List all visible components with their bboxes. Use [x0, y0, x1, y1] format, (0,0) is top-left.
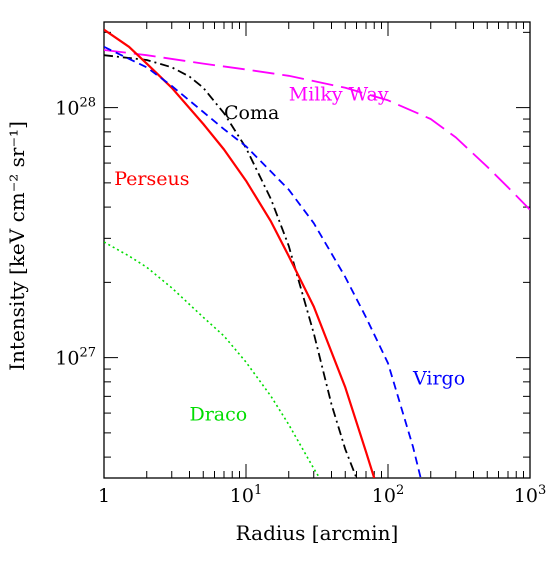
- y-tick-label: 1028: [55, 96, 96, 120]
- series-label-milky-way: Milky Way: [289, 83, 389, 105]
- plot-frame: [103, 21, 531, 479]
- series-label-coma: Coma: [224, 102, 279, 124]
- x-tick-label: 102: [372, 483, 404, 507]
- series-line-milky-way: [104, 49, 530, 211]
- series-label-draco: Draco: [189, 404, 247, 426]
- x-axis-label: Radius [arcmin]: [236, 521, 399, 545]
- y-tick-label: 1027: [55, 346, 96, 370]
- series-line-virgo: [104, 45, 422, 478]
- y-axis-label: Intensity [keV cm⁻² sr⁻¹]: [5, 121, 29, 371]
- series-label-perseus: Perseus: [114, 168, 189, 190]
- x-tick-label: 103: [514, 483, 546, 507]
- series-label-virgo: Virgo: [412, 368, 465, 390]
- x-tick-label: 101: [230, 483, 262, 507]
- series-line-coma: [104, 54, 358, 478]
- series-line-draco: [104, 241, 321, 478]
- series-line-perseus: [104, 28, 376, 478]
- x-tick-label: 1: [98, 485, 110, 507]
